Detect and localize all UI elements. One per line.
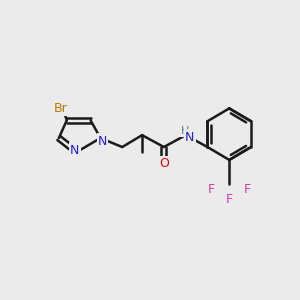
Text: N: N — [185, 130, 194, 144]
Text: O: O — [159, 158, 169, 170]
Text: H: H — [181, 126, 189, 136]
Text: F: F — [208, 183, 215, 196]
Text: F: F — [226, 193, 233, 206]
Text: F: F — [244, 183, 251, 196]
Text: Br: Br — [54, 102, 68, 115]
Text: N: N — [98, 135, 107, 148]
Text: N: N — [70, 143, 80, 157]
